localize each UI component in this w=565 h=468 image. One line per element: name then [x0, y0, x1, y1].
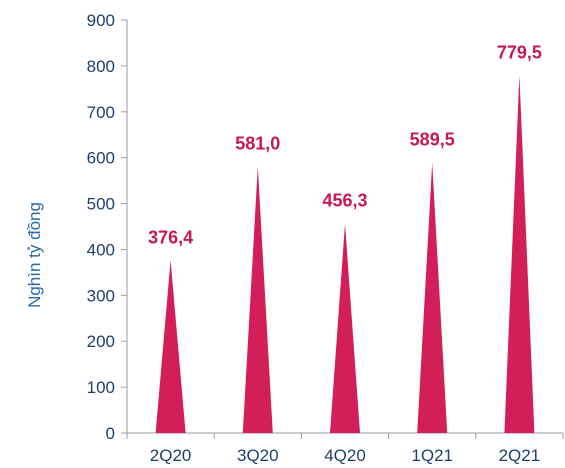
data-label-1Q21: 589,5 [410, 129, 455, 149]
y-axis: 0 100 200 300 400 500 600 700 800 900 [87, 11, 128, 443]
data-labels: 376,4 581,0 456,3 589,5 779,5 [148, 42, 542, 247]
y-tick-label: 500 [87, 195, 115, 214]
y-tick-label: 200 [87, 332, 115, 351]
y-tick-label: 600 [87, 149, 115, 168]
x-tick-label: 4Q20 [324, 446, 366, 465]
bars [155, 75, 535, 434]
x-tick-label: 2Q20 [150, 446, 192, 465]
x-tick-label: 1Q21 [411, 446, 453, 465]
y-tick-label: 700 [87, 103, 115, 122]
y-tick-label: 300 [87, 286, 115, 305]
x-axis: 2Q20 3Q20 4Q20 1Q21 2Q21 [126, 432, 564, 465]
bar-1Q21 [417, 162, 448, 434]
x-tick-label: 3Q20 [237, 446, 279, 465]
y-axis-title: Nghìn tỷ đồng [25, 202, 44, 308]
data-label-3Q20: 581,0 [235, 133, 280, 153]
bar-2Q20 [155, 260, 186, 433]
data-label-4Q20: 456,3 [322, 191, 367, 211]
bar-4Q20 [330, 223, 360, 433]
bar-2Q21 [504, 75, 535, 433]
y-tick-label: 100 [87, 378, 115, 397]
y-tick-label: 800 [87, 57, 115, 76]
x-tick-label: 2Q21 [499, 446, 541, 465]
data-label-2Q20: 376,4 [148, 227, 193, 247]
bar-3Q20 [242, 166, 273, 433]
y-tick-label: 400 [87, 240, 115, 259]
y-tick-label: 0 [106, 424, 115, 443]
data-label-2Q21: 779,5 [497, 42, 542, 62]
y-tick-label: 900 [87, 11, 115, 30]
